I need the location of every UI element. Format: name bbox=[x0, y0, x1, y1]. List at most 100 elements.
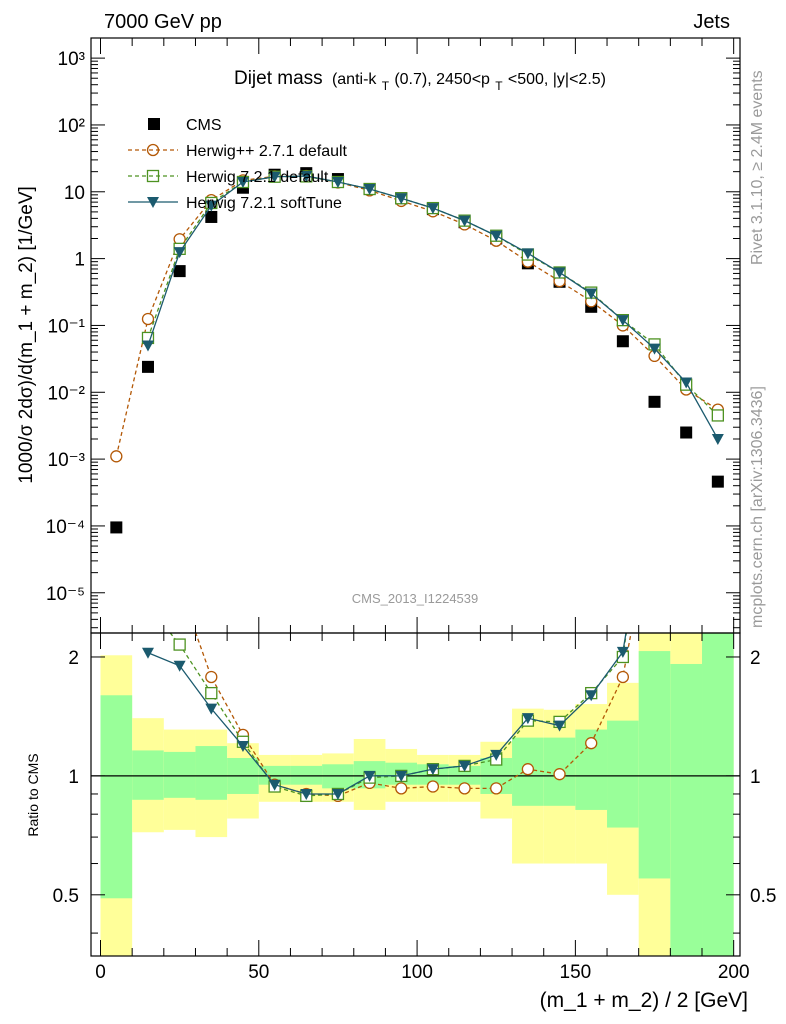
x-tick-label: 50 bbox=[248, 962, 269, 983]
ratio-data-point bbox=[205, 670, 218, 684]
legend-h271-label: Herwig++ 2.7.1 default bbox=[186, 143, 348, 160]
legend-h721s-label: Herwig 7.2.1 softTune bbox=[186, 195, 342, 212]
main-data-point bbox=[680, 426, 693, 439]
ratio-y-axis-label: Ratio to CMS bbox=[25, 753, 41, 836]
series-layer bbox=[110, 167, 724, 803]
main-data-point bbox=[173, 247, 186, 259]
legend-cms-label: CMS bbox=[186, 117, 222, 134]
ratio-frame bbox=[90, 632, 741, 957]
main-y-tick-label: 10² bbox=[58, 116, 85, 137]
title-sub-T1: T bbox=[382, 79, 390, 93]
ratio-y-tick-label-left: 1 bbox=[68, 767, 79, 788]
ratio-data-point bbox=[585, 737, 598, 750]
ratio-data-point bbox=[426, 780, 440, 793]
main-data-point bbox=[553, 267, 566, 279]
ratio-y-tick-label-left: 2 bbox=[68, 648, 79, 669]
ratio-data-point bbox=[521, 713, 534, 725]
ratio-y-tick-label-right: 0.5 bbox=[750, 886, 776, 907]
main-data-point bbox=[395, 193, 408, 205]
main-data-point bbox=[110, 450, 123, 463]
main-data-point bbox=[173, 265, 186, 278]
x-tick-label: 100 bbox=[401, 962, 433, 983]
ratio-y-tick-label-right: 2 bbox=[750, 648, 761, 669]
title-sub-suffix: <500, |y|<2.5) bbox=[508, 71, 606, 88]
band-inner-bin bbox=[163, 751, 196, 798]
ratio-data-point bbox=[300, 788, 313, 800]
header-energy-label: 7000 GeV pp bbox=[104, 11, 222, 33]
main-data-point bbox=[585, 288, 598, 300]
main-y-tick-label: 10⁻¹ bbox=[48, 316, 86, 337]
ratio-uncertainty-bands bbox=[100, 633, 734, 956]
title-main: Dijet mass bbox=[234, 68, 323, 89]
ratio-data-point bbox=[585, 690, 598, 702]
y-axis-label: 1000/σ 2dσ)/d(m_1 + m_2) [1/GeV] bbox=[16, 186, 37, 484]
main-data-point bbox=[616, 335, 629, 348]
ratio-data-point bbox=[521, 763, 535, 776]
main-data-point bbox=[141, 312, 155, 326]
ratio-data-point bbox=[553, 768, 566, 781]
ratio-data-point bbox=[458, 760, 471, 772]
main-series-3 bbox=[141, 171, 724, 445]
main-data-point bbox=[711, 433, 724, 445]
ratio-data-point bbox=[616, 646, 629, 658]
ratio-data-point bbox=[363, 770, 376, 782]
ratio-data-point bbox=[395, 770, 408, 782]
band-inner-bin bbox=[100, 695, 133, 899]
ratio-data-point bbox=[141, 647, 154, 659]
ratio-data-point bbox=[458, 782, 471, 795]
ratio-data-point bbox=[553, 720, 566, 732]
main-data-point bbox=[680, 377, 693, 389]
ratio-series-2 bbox=[141, 633, 629, 800]
main-series-1 bbox=[110, 169, 724, 463]
ratio-data-point bbox=[173, 660, 186, 672]
band-inner-bin bbox=[132, 750, 164, 800]
title-sub-prefix: (anti-k bbox=[332, 71, 377, 88]
band-inner-bin bbox=[195, 746, 228, 800]
ratio-data-point bbox=[490, 782, 503, 795]
main-y-tick-label: 10⁻³ bbox=[48, 450, 86, 471]
main-data-point bbox=[648, 395, 661, 408]
ratio-data-point bbox=[395, 782, 408, 795]
ratio-y-tick-label-left: 0.5 bbox=[53, 886, 79, 907]
rivet-version-label: Rivet 3.1.10, ≥ 2.4M events bbox=[749, 70, 766, 265]
main-data-point bbox=[205, 200, 218, 212]
title-sub-T2: T bbox=[495, 79, 503, 93]
mcplots-label: mcplots.cern.ch [arXiv:1306.3436] bbox=[749, 386, 766, 628]
main-data-point bbox=[711, 475, 724, 488]
legend-h721-label: Herwig 7.2.1 default bbox=[186, 169, 329, 186]
main-y-tick-label: 10 bbox=[64, 183, 85, 204]
main-data-point bbox=[711, 409, 724, 422]
plot-title: Dijet mass (anti-k T (0.7), 2450<p T <50… bbox=[234, 68, 606, 95]
analysis-watermark: CMS_2013_I1224539 bbox=[352, 591, 479, 606]
axes-ticks bbox=[91, 37, 740, 956]
main-data-point bbox=[426, 203, 439, 215]
main-y-tick-label: 10⁻⁴ bbox=[46, 517, 85, 538]
main-data-point bbox=[110, 521, 123, 534]
main-data-point bbox=[521, 248, 534, 260]
main-data-point bbox=[331, 177, 344, 189]
ratio-data-point bbox=[205, 686, 218, 700]
band-inner-bin bbox=[702, 633, 734, 956]
main-data-point bbox=[648, 343, 661, 355]
header-jets-label: Jets bbox=[693, 11, 730, 33]
legend-h271-marker bbox=[146, 143, 160, 157]
main-data-point bbox=[236, 177, 249, 189]
main-data-point bbox=[363, 184, 376, 196]
main-data-point bbox=[141, 340, 154, 352]
legend: CMS Herwig++ 2.7.1 default Herwig 7.2.1 … bbox=[128, 117, 348, 212]
ratio-data-point bbox=[490, 749, 503, 761]
ratio-data-point bbox=[616, 670, 630, 684]
x-tick-label: 200 bbox=[718, 962, 750, 983]
band-inner-bin bbox=[607, 720, 639, 828]
main-data-point bbox=[616, 315, 629, 327]
band-inner-bin bbox=[670, 663, 703, 956]
ratio-y-tick-label-right: 1 bbox=[750, 767, 761, 788]
main-y-tick-label: 1 bbox=[74, 250, 85, 271]
main-data-point bbox=[300, 171, 313, 183]
main-y-tick-label: 10³ bbox=[58, 49, 85, 70]
main-data-point bbox=[141, 360, 154, 373]
main-data-point bbox=[205, 210, 218, 223]
ratio-data-point bbox=[331, 788, 344, 800]
